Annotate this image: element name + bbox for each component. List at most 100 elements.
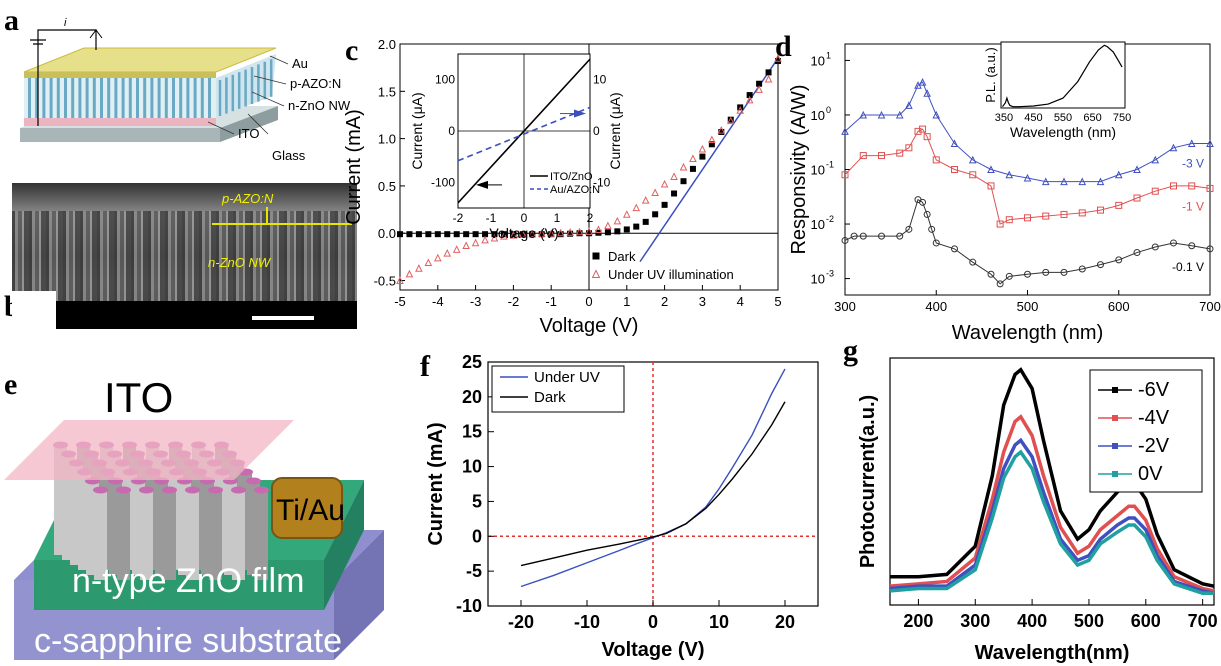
label-glass: Glass	[272, 148, 306, 163]
y-tick-label: 15	[462, 422, 482, 442]
x-tick-label: 3	[699, 294, 706, 309]
data-point	[932, 110, 941, 119]
label-substrate: c-sapphire substrate	[34, 622, 342, 660]
series-2v	[889, 437, 1215, 595]
legend-marker	[1112, 387, 1118, 393]
data-point	[471, 238, 480, 247]
data-point	[548, 231, 555, 238]
inset-y-tick-label-right: 10	[593, 73, 607, 87]
data-point	[434, 231, 441, 238]
data-point	[850, 232, 858, 240]
data-point	[510, 231, 517, 238]
data-point	[1041, 177, 1050, 186]
data-point	[472, 231, 479, 238]
nanowire	[92, 78, 96, 118]
y-axis-label: Current (mA)	[425, 422, 447, 545]
series-dark	[397, 58, 781, 238]
data-point	[859, 232, 867, 240]
data-point	[614, 228, 621, 235]
series-label: -1 V	[1182, 199, 1204, 213]
data-point	[1078, 265, 1086, 273]
data-point	[928, 225, 936, 233]
nanowire	[49, 78, 53, 118]
data-point	[1023, 173, 1032, 182]
series-label: -3 V	[1182, 156, 1204, 170]
data-point	[415, 231, 422, 238]
x-tick-label: -2	[508, 294, 520, 309]
data-point	[774, 54, 782, 62]
data-point	[670, 172, 678, 180]
y-tick-label: 0.0	[378, 226, 396, 241]
nanorod-cap	[185, 486, 200, 494]
nanowire	[107, 78, 111, 118]
nanorod-cap	[208, 486, 223, 494]
inset-arrow-right	[574, 109, 586, 118]
data-point	[529, 231, 536, 238]
x-tick-label: 1	[623, 294, 630, 309]
data-point	[632, 203, 641, 212]
inset-x-tick-label: 450	[1024, 112, 1042, 124]
data-point	[727, 116, 734, 123]
data-point	[895, 110, 904, 119]
legend-label: Under UV	[534, 369, 600, 386]
nanorod	[232, 490, 245, 580]
x-tick-label: 300	[834, 299, 856, 314]
data-point	[661, 201, 668, 208]
x-tick-label: -5	[394, 294, 406, 309]
data-point	[425, 231, 432, 238]
data-point	[1005, 272, 1013, 280]
data-point	[443, 248, 452, 257]
x-tick-label: 10	[709, 612, 729, 632]
nanowire	[208, 78, 211, 118]
chart-c: -5 -4 -3 -2 -1 0 1 2 3 4 5-0.50.00.51.01.52.0Volta…	[343, 37, 782, 337]
y-tick-label: 10	[811, 53, 825, 68]
inset-y-tick-label-left: -100	[431, 175, 455, 189]
data-point	[841, 236, 849, 244]
x-tick-label: 200	[903, 611, 933, 631]
inset-arrow-left	[476, 180, 488, 189]
data-point	[987, 270, 995, 278]
y-tick-exponent: -3	[826, 269, 834, 279]
data-point	[396, 276, 404, 285]
data-point	[604, 229, 611, 236]
data-point	[671, 190, 678, 197]
data-point	[1060, 210, 1068, 218]
nanowire	[150, 78, 154, 118]
data-point	[594, 225, 603, 233]
current-label: i	[64, 17, 67, 29]
data-point	[537, 229, 546, 237]
inset-x-tick-label: -2	[453, 211, 464, 225]
data-point	[547, 229, 556, 237]
fit-line	[639, 57, 779, 263]
nanowire	[128, 78, 132, 118]
nanorod	[186, 490, 199, 580]
nanowire	[71, 78, 75, 118]
nanorod-cap	[116, 486, 131, 494]
data-point	[481, 235, 489, 244]
inset-y-tick-label-right: 0	[593, 124, 600, 138]
inset-legend-label: Au/AZO:N	[550, 184, 600, 196]
nanowire	[85, 78, 89, 118]
data-point	[896, 149, 904, 157]
data-point	[969, 258, 977, 266]
nanowire-array	[24, 54, 276, 118]
data-point	[556, 228, 565, 237]
x-tick-label: 300	[960, 611, 990, 631]
series-1v: -1 V	[841, 125, 1214, 228]
y-tick-label: 1.5	[378, 84, 396, 99]
panel-letter-a: a	[4, 4, 19, 37]
series-under-uv-illumination	[396, 54, 782, 285]
series-0v	[889, 449, 1214, 595]
label-n-zno: n-ZnO NW	[288, 98, 350, 113]
y-tick-label: 10	[811, 272, 825, 287]
data-point	[1115, 201, 1123, 209]
series-label: -0.1 V	[1172, 260, 1204, 274]
y-axis-label: Responsivity (A/W)	[788, 84, 810, 254]
nanorod-cap	[162, 486, 177, 494]
glass-layer-side	[220, 106, 278, 142]
data-point	[557, 231, 564, 238]
sem-texture	[12, 211, 357, 306]
legend-marker	[1112, 443, 1118, 449]
inset-y-tick-label-left: 0	[448, 124, 455, 138]
